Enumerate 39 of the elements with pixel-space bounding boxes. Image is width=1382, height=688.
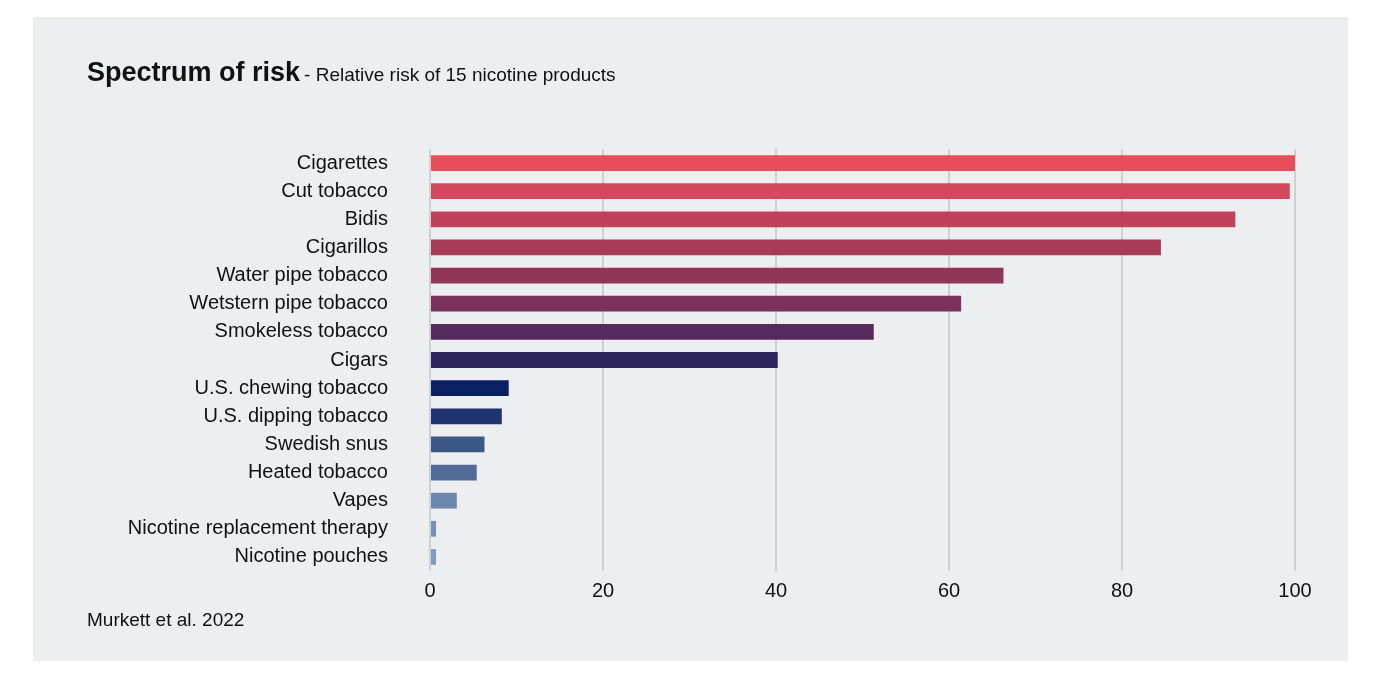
y-tick-label: Cigarettes bbox=[296, 150, 388, 173]
bar bbox=[431, 239, 1161, 256]
bar bbox=[431, 464, 477, 481]
y-tick-label: Nicotine replacement therapy bbox=[127, 516, 388, 539]
chart-subtitle: - Relative risk of 15 nicotine products bbox=[304, 64, 616, 85]
bar bbox=[431, 352, 778, 368]
bar bbox=[431, 520, 437, 537]
y-tick-label: Nicotine pouches bbox=[234, 544, 388, 567]
y-tick-label: Heated tobacco bbox=[247, 460, 388, 483]
bar bbox=[431, 436, 485, 453]
bar bbox=[431, 492, 457, 509]
y-tick-label: Vapes bbox=[332, 488, 388, 511]
y-tick-label: Cigarillos bbox=[305, 234, 388, 257]
y-tick-label: Cigars bbox=[330, 347, 388, 370]
bar bbox=[431, 211, 1236, 228]
y-tick-label: Bidis bbox=[344, 206, 388, 229]
bar bbox=[431, 408, 502, 425]
bar bbox=[431, 380, 509, 397]
x-tick-label: 80 bbox=[1110, 578, 1134, 601]
bar bbox=[431, 155, 1295, 171]
bar bbox=[431, 549, 437, 565]
y-tick-label: U.S. dipping tobacco bbox=[203, 403, 388, 426]
y-tick-label: Water pipe tobacco bbox=[216, 263, 388, 286]
y-tick-label: Wetstern pipe tobacco bbox=[189, 291, 388, 314]
x-tick-label: 100 bbox=[1278, 578, 1312, 601]
text: Spectrum of risk bbox=[87, 57, 301, 87]
text: Murkett et al. 2022 bbox=[87, 609, 245, 631]
x-tick-label: 60 bbox=[937, 578, 961, 601]
x-tick-label: 0 bbox=[424, 578, 436, 601]
bar bbox=[431, 323, 874, 340]
bar bbox=[431, 295, 962, 312]
y-tick-label: Smokeless tobacco bbox=[214, 319, 388, 342]
x-tick-label: 20 bbox=[591, 578, 615, 601]
y-tick-label: Swedish snus bbox=[264, 431, 388, 454]
y-tick-label: U.S. chewing tobacco bbox=[194, 375, 388, 398]
bar bbox=[431, 267, 1004, 284]
bar bbox=[431, 183, 1290, 200]
y-tick-label: Cut tobacco bbox=[281, 178, 388, 201]
x-tick-label: 40 bbox=[764, 578, 788, 601]
